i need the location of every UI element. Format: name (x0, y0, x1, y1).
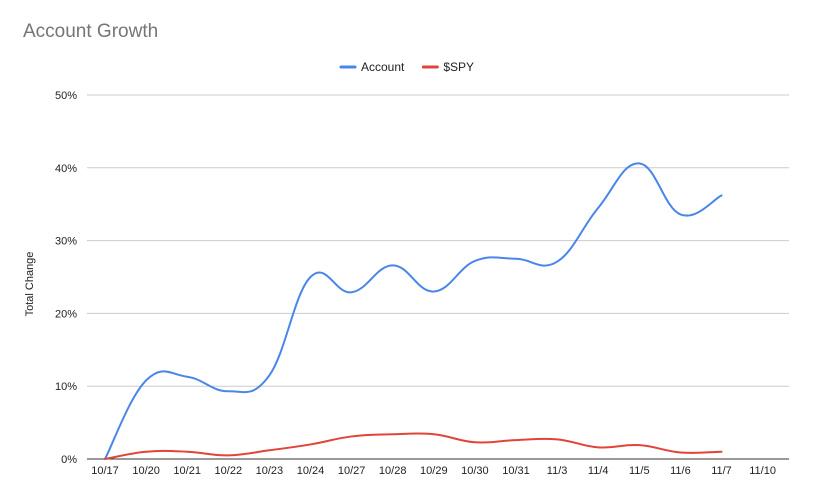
x-tick-label: 11/7 (711, 465, 732, 477)
x-tick-label: 10/22 (215, 465, 243, 477)
series-line-account (104, 162, 723, 460)
x-tick-label: 10/20 (132, 465, 160, 477)
x-tick-label: 11/6 (670, 465, 691, 477)
y-axis-title: Total Change (24, 252, 36, 317)
y-axis-ticks: 0% 10% 20% 30% 40% 50% (55, 90, 77, 466)
x-tick-label: 11/5 (629, 465, 650, 477)
legend-item-account[interactable]: Account (339, 60, 405, 74)
series-line-spy (104, 432, 723, 460)
x-tick-label: 11/10 (749, 465, 776, 477)
x-tick-label: 10/27 (338, 465, 366, 477)
x-tick-label: 10/17 (91, 465, 119, 477)
y-tick-label: 10% (55, 381, 77, 393)
chart-title: Account Growth (23, 21, 159, 42)
x-tick-label: 10/28 (379, 465, 407, 477)
y-tick-label: 30% (55, 236, 77, 248)
x-tick-label: 10/23 (256, 465, 284, 477)
x-tick-label: 11/3 (547, 465, 568, 477)
y-tick-label: 0% (61, 454, 77, 466)
y-tick-label: 50% (55, 90, 77, 102)
legend-label: Account (361, 60, 405, 74)
series-lines (104, 162, 723, 460)
gridlines (87, 94, 789, 460)
x-tick-label: 10/24 (297, 465, 325, 477)
x-axis-ticks: 10/17 10/20 10/21 10/22 10/23 10/24 10/27 10/28… (91, 465, 776, 477)
x-tick-label: 10/21 (173, 465, 201, 477)
legend-item-spy[interactable]: $SPY (421, 60, 474, 74)
x-tick-label: 11/4 (588, 465, 609, 477)
y-tick-label: 40% (55, 163, 77, 175)
y-tick-label: 20% (55, 308, 77, 320)
legend[interactable]: Account $SPY (339, 60, 474, 74)
x-tick-label: 10/31 (502, 465, 530, 477)
legend-label: $SPY (443, 60, 474, 74)
x-tick-label: 10/30 (461, 465, 489, 477)
x-tick-label: 10/29 (420, 465, 448, 477)
